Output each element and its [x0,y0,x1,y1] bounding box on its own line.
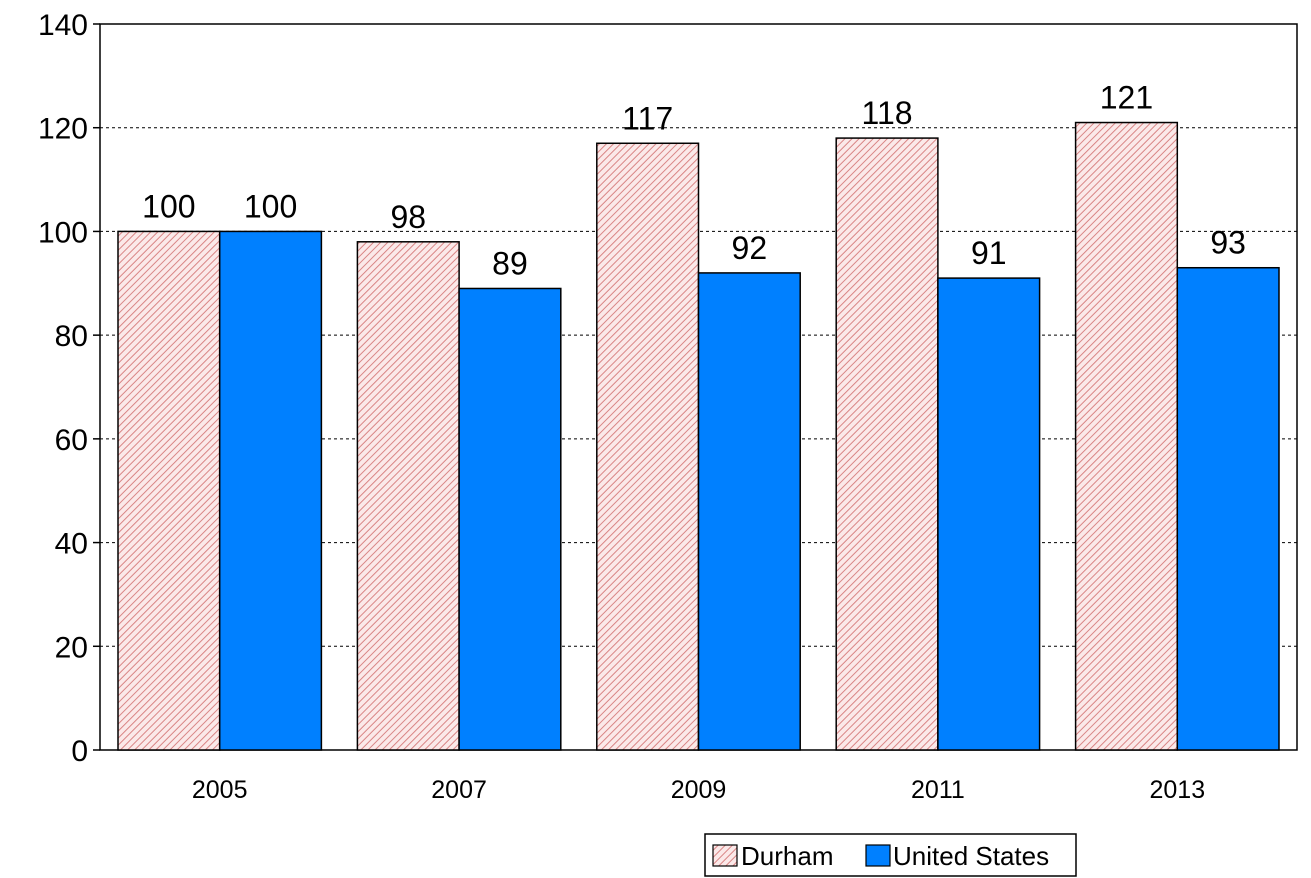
bar-united-states-2013 [1176,266,1280,751]
data-label-durham-2011: 118 [862,95,913,131]
data-label-durham-2005: 100 [142,188,195,224]
y-tick-label: 140 [38,9,88,42]
bar-durham-2005 [117,230,221,751]
x-tick-label: 2013 [1149,776,1205,804]
bar-durham-2007 [356,241,460,751]
x-tick-label: 2007 [431,776,487,804]
data-label-united-states-2007: 89 [492,245,528,281]
bar-united-states-2005 [218,230,323,751]
bar-united-states-2009 [697,272,801,751]
y-tick-label: 0 [71,735,88,768]
data-label-united-states-2013: 93 [1210,225,1246,261]
data-label-united-states-2005: 100 [244,188,297,224]
bar-united-states-2007 [458,287,562,751]
legend-label-united-states: United States [893,841,1049,871]
x-tick-label: 2005 [192,776,248,804]
y-tick-label: 20 [55,631,88,664]
legend-swatch-durham [712,844,738,867]
y-axis-ticks: 0 20 40 60 80 100 120 140 [38,9,100,768]
data-label-durham-2013: 121 [1100,80,1153,116]
bar-durham-2009 [596,142,700,751]
x-axis-ticks: 2005 2007 2009 2011 2013 [192,776,1205,804]
bar-durham-2011 [835,137,939,751]
y-tick-label: 40 [55,528,88,561]
y-tick-label: 120 [38,113,88,146]
bars [117,121,1280,751]
y-tick-label: 80 [55,320,88,353]
data-label-durham-2007: 98 [390,199,426,235]
legend-swatch-united-states [865,844,891,867]
bar-united-states-2011 [937,277,1041,751]
legend-label-durham: Durham [741,841,833,871]
data-label-durham-2009: 117 [622,100,673,136]
data-label-united-states-2011: 91 [971,235,1007,271]
data-labels: 100 100 98 89 117 92 118 91 121 93 [142,80,1246,282]
y-tick-label: 100 [38,216,88,249]
x-tick-label: 2009 [671,776,727,804]
y-tick-label: 60 [55,424,88,457]
legend: Durham United States [704,833,1077,877]
data-label-united-states-2009: 92 [732,230,768,266]
x-tick-label: 2011 [911,776,965,804]
bar-durham-2013 [1074,121,1179,751]
